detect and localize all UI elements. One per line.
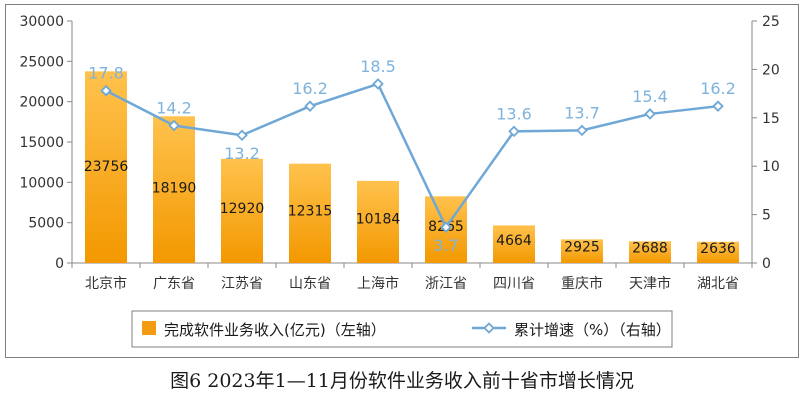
right-axis-tick-label: 0	[762, 256, 771, 272]
right-axis-tick-label: 10	[762, 159, 780, 175]
right-axis-tick-label: 5	[762, 208, 771, 224]
growth-point-1	[168, 119, 180, 132]
growth-point-0	[100, 84, 112, 97]
growth-point-3	[304, 100, 316, 112]
growth-point-2	[236, 129, 248, 141]
chart-frame: 0 5000 10000 15000 20000 25000 30000 0 5 10 15 20 25…	[5, 4, 799, 358]
bar-value-label: 2925	[564, 240, 600, 256]
right-axis-tick-label: 20	[762, 62, 780, 78]
x-axis-category-label: 江苏省	[221, 276, 263, 292]
x-axis-category-label: 广东省	[153, 276, 195, 292]
legend: 完成软件业务收入(亿元)（左轴） 累计增速（%）（右轴）	[131, 310, 673, 348]
legend-line-label: 累计增速（%）（右轴）	[514, 321, 671, 339]
right-axis-tick-label: 25	[762, 14, 780, 30]
x-axis-category-label: 重庆市	[561, 275, 603, 292]
growth-value-label: 17.8	[88, 64, 124, 83]
legend-box	[131, 310, 673, 348]
bar-3	[289, 163, 331, 263]
bar-8	[629, 241, 671, 263]
growth-point-5	[440, 221, 452, 233]
growth-value-label: 13.6	[496, 104, 532, 123]
legend-bar-swatch	[142, 321, 156, 335]
growth-value-label: 16.2	[292, 79, 328, 98]
growth-value-label: 15.4	[632, 87, 668, 106]
x-axis-category-label: 浙江省	[425, 276, 467, 292]
growth-line	[105, 82, 719, 230]
left-axis-tick-label: 15000	[19, 135, 64, 151]
bar-value-label: 23756	[84, 159, 129, 175]
bar-value-label: 12920	[220, 201, 265, 217]
legend-line-marker	[483, 322, 495, 334]
bar-4	[357, 180, 399, 263]
growth-value-label: 13.7	[564, 103, 600, 122]
bar-value-label: 18190	[152, 181, 197, 197]
bar-7	[561, 239, 603, 263]
growth-point-8	[644, 108, 656, 120]
bar-value-label: 4664	[496, 233, 532, 249]
growth-value-label: 16.2	[700, 79, 736, 98]
growth-value-label: 18.5	[360, 57, 396, 76]
left-axis-tick-label: 0	[55, 256, 64, 272]
x-axis-category-label: 上海市	[357, 275, 399, 292]
right-axis-tick-label: 15	[762, 111, 780, 127]
chart-svg: 0 5000 10000 15000 20000 25000 30000 0 5 10 15 20 25…	[19, 14, 780, 348]
growth-value-label: 14.2	[156, 99, 192, 118]
left-axis-tick-label: 5000	[28, 216, 64, 232]
bar-value-label: 10184	[356, 212, 401, 228]
bar-0	[85, 71, 127, 264]
growth-point-4	[372, 78, 384, 90]
x-axis-category-label: 北京市	[85, 275, 127, 292]
growth-value-label: 3.7	[433, 236, 458, 255]
legend-bar-label: 完成软件业务收入(亿元)（左轴）	[164, 321, 386, 339]
left-axis-tick-label: 20000	[19, 95, 64, 111]
bar-2	[221, 158, 263, 263]
figure-caption: 图6 2023年1—11月份软件业务收入前十省市增长情况	[170, 370, 634, 392]
x-axis-category-label: 湖北省	[697, 276, 739, 292]
growth-point-6	[508, 125, 520, 138]
x-axis-category-label: 山东省	[289, 276, 331, 292]
growth-point-7	[576, 124, 588, 137]
left-axis-tick-label: 10000	[19, 175, 64, 191]
bar-1	[153, 116, 195, 263]
x-axis-category-label: 天津市	[629, 275, 671, 292]
bar-6	[493, 225, 535, 263]
growth-value-label: 13.2	[224, 144, 260, 163]
left-axis-tick-label: 25000	[19, 54, 64, 70]
plot-area: 0 5000 10000 15000 20000 25000 30000 0 5 10 15 20 25…	[19, 14, 779, 292]
bar-value-label: 2688	[632, 241, 668, 257]
left-axis-tick-label: 30000	[19, 14, 64, 30]
bar-value-label: 12315	[288, 203, 333, 219]
growth-point-9	[712, 100, 724, 112]
bar-value-label: 2636	[700, 241, 736, 257]
bar-9	[697, 241, 739, 263]
x-axis-category-label: 四川省	[493, 276, 535, 292]
